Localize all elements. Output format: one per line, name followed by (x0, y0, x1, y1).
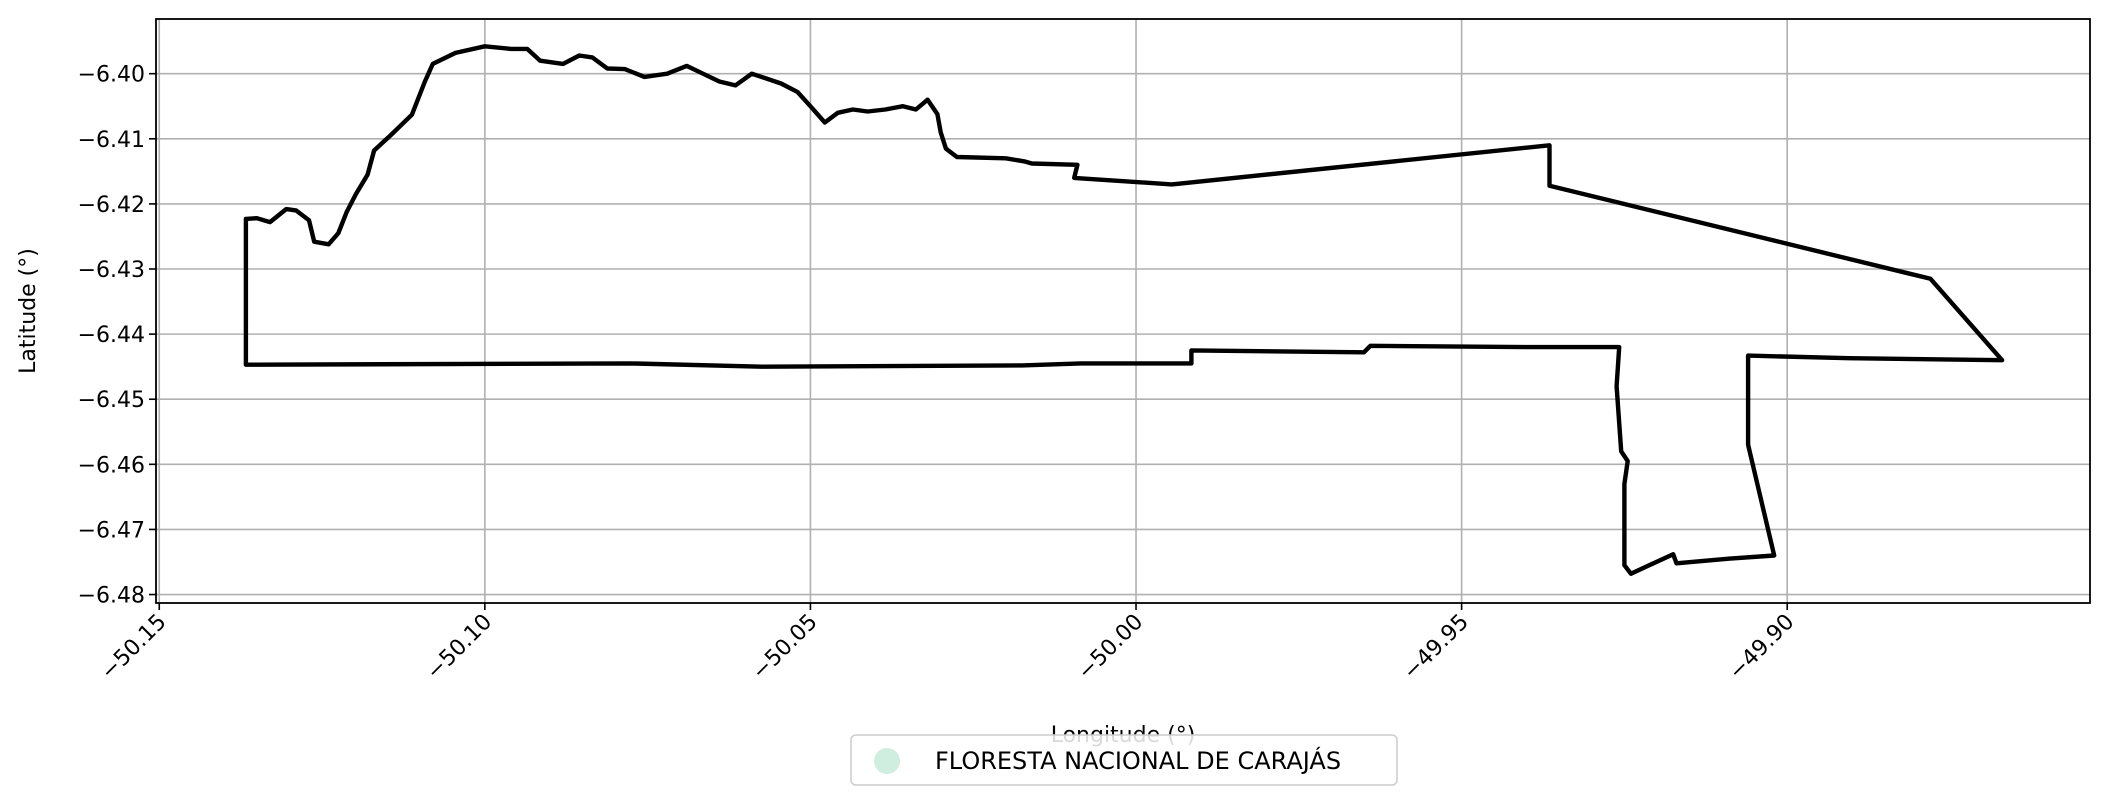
legend-swatch-icon (874, 748, 900, 774)
y-tick-label: −6.45 (78, 388, 145, 413)
y-tick-label: −6.44 (78, 323, 145, 348)
legend-entry-label: FLORESTA NACIONAL DE CARAJÁS (935, 746, 1341, 775)
x-axis-ticks: −50.15 −50.10 −50.05 −50.00 −49.95 −49.90 (96, 603, 1799, 685)
legend: FLORESTA NACIONAL DE CARAJÁS (850, 734, 1398, 786)
y-axis-ticks: −6.40 −6.41 −6.42 −6.43 −6.44 −6.45 −6.46 −6.47… (78, 63, 156, 609)
x-tick-label: −49.95 (1399, 610, 1474, 685)
y-tick-label: −6.48 (78, 584, 145, 609)
boundary-layer (243, 44, 2005, 576)
legend-box (850, 734, 1398, 786)
grid-lines (156, 19, 2090, 603)
x-tick-label: −50.15 (96, 610, 171, 685)
x-tick-label: −49.90 (1724, 610, 1799, 685)
boundary-polygon (243, 44, 2005, 576)
plot-frame (155, 18, 2091, 604)
x-tick-label: −50.05 (747, 610, 822, 685)
y-tick-label: −6.43 (78, 258, 145, 283)
y-tick-label: −6.46 (78, 453, 145, 478)
x-tick-label: −50.10 (422, 610, 497, 685)
y-axis-label: Latitude (°) (16, 248, 41, 374)
y-tick-label: −6.47 (78, 518, 145, 543)
x-tick-label: −50.00 (1073, 610, 1148, 685)
y-tick-label: −6.40 (78, 63, 145, 88)
y-tick-label: −6.41 (78, 128, 145, 153)
y-tick-label: −6.42 (78, 193, 145, 218)
